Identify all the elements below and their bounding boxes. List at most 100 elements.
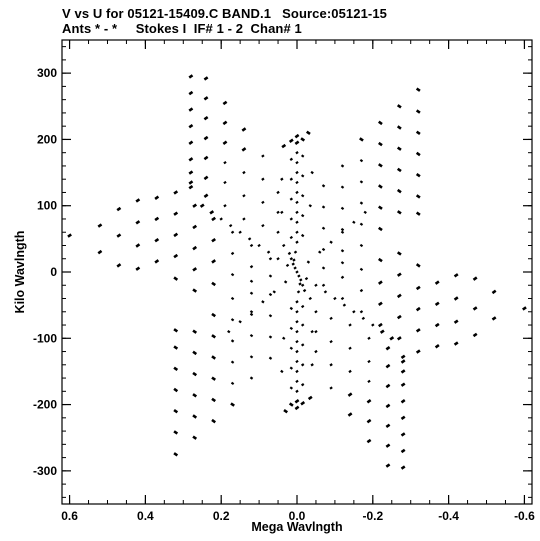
uv-point: [203, 116, 209, 121]
uv-point: [453, 296, 459, 301]
uv-point: [300, 174, 305, 178]
uv-point: [135, 198, 141, 203]
uv-point: [276, 257, 280, 261]
uv-point: [300, 343, 305, 347]
uv-point: [268, 257, 273, 261]
uv-point: [300, 383, 305, 387]
uv-point: [314, 310, 318, 314]
uv-point: [295, 151, 299, 155]
uv-point: [230, 318, 235, 322]
uv-point: [203, 76, 209, 81]
uv-point: [298, 282, 302, 286]
uv-point: [400, 415, 406, 421]
uv-point: [154, 216, 160, 222]
uv-point: [378, 205, 383, 210]
uv-point: [400, 448, 406, 454]
uv-point: [242, 170, 246, 175]
uv-point: [222, 140, 228, 145]
uv-point: [283, 280, 288, 284]
uv-point: [300, 154, 305, 158]
uv-point: [223, 204, 227, 208]
uv-point: [203, 135, 209, 141]
uv-point: [192, 224, 198, 230]
uv-point: [230, 402, 235, 407]
uv-point: [173, 190, 179, 195]
plot-subtitle: Ants * - * Stokes I IF# 1 - 2 Chan# 1: [62, 21, 302, 36]
uv-point: [310, 170, 314, 175]
uv-point: [67, 233, 72, 238]
uv-point: [135, 266, 141, 271]
uv-point: [321, 184, 326, 188]
uv-point: [323, 290, 328, 294]
uv-point: [173, 328, 179, 333]
uv-point: [211, 376, 216, 381]
uv-point: [396, 167, 402, 173]
uv-point: [300, 233, 305, 238]
uv-point: [242, 194, 246, 198]
uv-point: [340, 164, 345, 168]
uv-point: [261, 177, 265, 181]
uv-point: [400, 369, 406, 374]
uv-point: [396, 125, 402, 130]
uv-point: [321, 283, 326, 287]
uv-point: [400, 399, 406, 404]
uv-point: [223, 160, 227, 165]
uv-point: [238, 320, 242, 324]
uv-point: [472, 332, 478, 338]
uv-point: [289, 157, 294, 161]
uv-point: [385, 403, 391, 409]
uv-point: [223, 180, 227, 185]
uv-point: [329, 316, 333, 321]
uv-point: [249, 310, 254, 314]
uv-point: [203, 175, 209, 181]
uv-point: [299, 278, 303, 282]
uv-point: [230, 230, 235, 234]
uv-point: [292, 258, 296, 262]
uv-point: [329, 386, 333, 390]
uv-point: [295, 270, 299, 274]
uv-point: [385, 463, 391, 468]
uv-point: [302, 288, 307, 293]
uv-point: [116, 206, 122, 212]
uv-point: [342, 303, 347, 307]
uv-point: [192, 414, 198, 419]
uv-point: [249, 279, 254, 283]
uv-point: [257, 243, 261, 248]
uv-point: [188, 180, 194, 185]
uv-point: [295, 210, 299, 214]
uv-point: [295, 320, 299, 324]
uv-point: [116, 263, 122, 268]
uv-point: [230, 296, 235, 301]
y-tick-label: -300: [33, 464, 57, 478]
uv-point: [434, 280, 440, 285]
y-tick-label: -200: [33, 398, 57, 412]
uv-point: [211, 397, 216, 403]
uv-point: [192, 203, 198, 208]
y-tick-label: 300: [37, 66, 57, 80]
uv-point: [396, 104, 402, 109]
uv-point: [385, 423, 391, 428]
uv-point: [276, 190, 280, 195]
uv-point: [329, 363, 333, 367]
uv-point: [396, 272, 402, 277]
uv-point: [352, 310, 356, 314]
uv-point: [378, 184, 383, 189]
uv-point: [363, 210, 367, 214]
uv-point: [415, 285, 421, 291]
uv-point: [400, 359, 406, 364]
uv-point: [295, 330, 299, 334]
uv-point: [415, 263, 421, 268]
axis-tick-labels: 0.6 0.4 0.2 0.0 -0.2 -0.4 -0.6 300 200 100 0 -100 -2…: [33, 66, 535, 523]
uv-point: [396, 146, 402, 151]
uv-point: [415, 349, 421, 354]
uv-point: [192, 267, 198, 272]
uv-point: [289, 197, 294, 201]
uv-point: [366, 438, 372, 444]
uv-point: [199, 203, 205, 208]
uv-point: [192, 371, 198, 377]
uv-point: [268, 274, 273, 278]
uv-point: [247, 237, 252, 241]
uv-point: [241, 127, 247, 132]
uv-point: [211, 418, 216, 424]
